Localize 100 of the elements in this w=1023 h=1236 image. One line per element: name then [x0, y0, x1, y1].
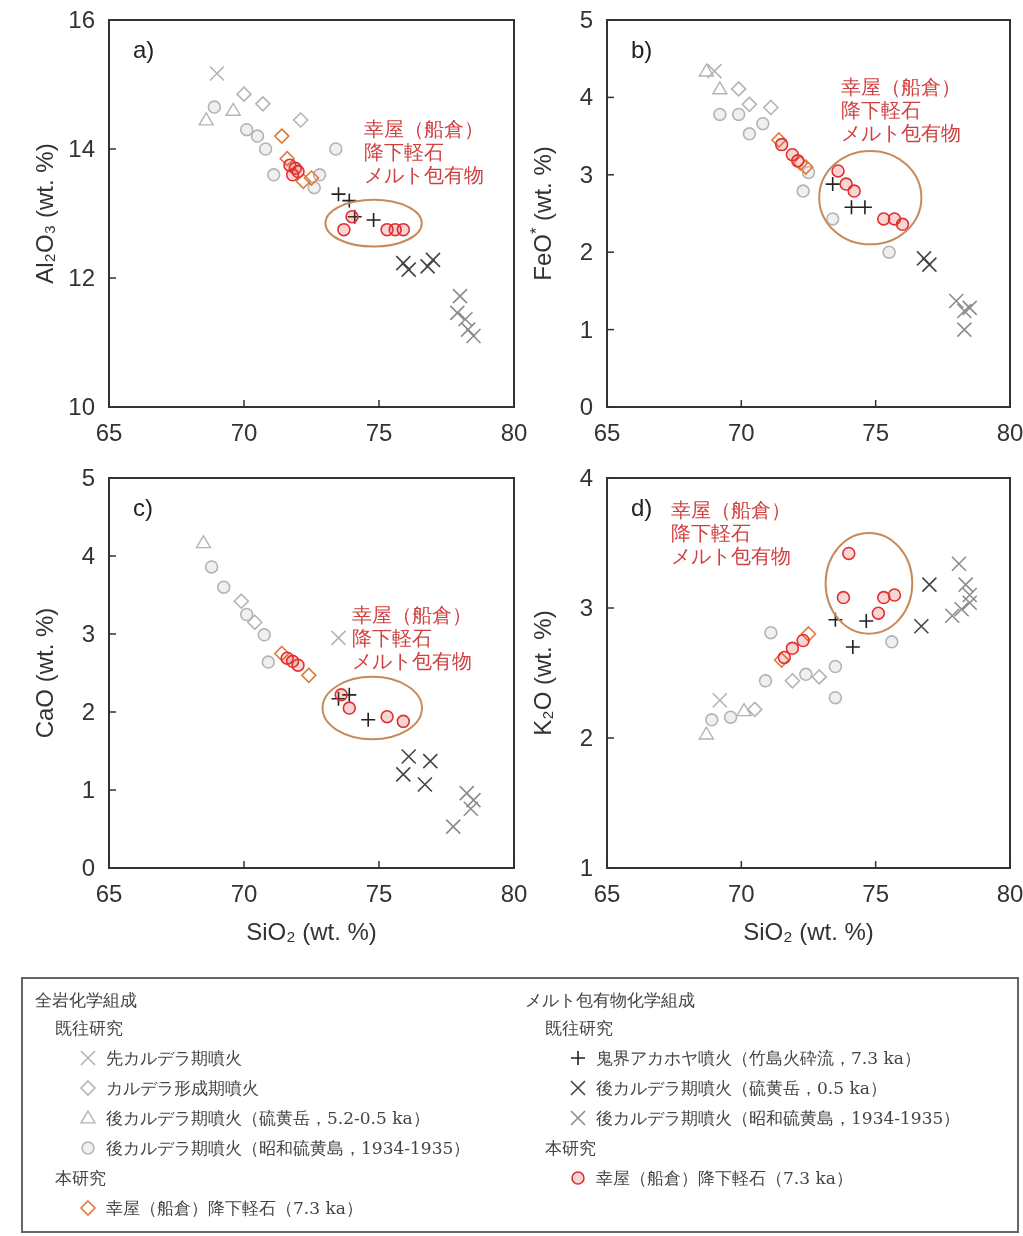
- point: [712, 81, 728, 95]
- point: [921, 256, 938, 273]
- x-tick-label: 75: [862, 880, 890, 907]
- x-tick-label: 80: [500, 419, 528, 446]
- point: [858, 613, 875, 629]
- point: [785, 641, 800, 656]
- point: [887, 588, 902, 602]
- point: [341, 192, 358, 209]
- point: [791, 154, 805, 168]
- x-tick-label: 80: [996, 419, 1023, 446]
- y-tick-label: 16: [68, 6, 95, 33]
- point: [330, 690, 347, 707]
- point: [346, 208, 363, 225]
- point: [452, 288, 468, 304]
- text: b): [631, 36, 653, 63]
- legend-label: 幸屋（船倉）降下軽石（7.3 ka）: [596, 1168, 853, 1188]
- point: [842, 546, 856, 561]
- annotation: メルト包有物: [352, 649, 472, 674]
- y-tick-label: 10: [68, 393, 95, 420]
- point: [798, 159, 814, 175]
- legend-label: 鬼界アカホヤ噴火（竹島火砕流，7.3 ka）: [596, 1048, 921, 1068]
- annotation: メルト包有物: [840, 120, 961, 145]
- point: [736, 703, 752, 717]
- point: [763, 99, 779, 116]
- y-tick-label: 4: [579, 83, 593, 111]
- point: [885, 635, 899, 649]
- point: [239, 607, 254, 622]
- point: [723, 710, 738, 724]
- y-tick-label: 12: [68, 264, 95, 291]
- point: [247, 614, 263, 631]
- annotation: 幸屋（船倉）: [840, 74, 961, 99]
- point: [839, 177, 853, 191]
- point: [764, 625, 778, 640]
- point: [400, 748, 417, 765]
- point: [274, 645, 290, 662]
- y-axis-title: CaO (wt. %): [31, 607, 58, 739]
- point: [956, 321, 973, 338]
- point: [395, 766, 412, 783]
- point: [307, 180, 321, 195]
- x-tick-label: 80: [996, 880, 1023, 907]
- point: [292, 112, 309, 128]
- annotation: メルト包有物: [671, 544, 792, 568]
- point: [845, 639, 861, 655]
- point: [828, 690, 843, 705]
- text: c): [133, 494, 153, 521]
- x-tick-label: 65: [95, 880, 123, 907]
- x-axis-title: SiO₂ (wt. %): [743, 918, 874, 945]
- point: [828, 659, 843, 674]
- point: [712, 692, 728, 709]
- y-tick-label: 5: [579, 6, 593, 33]
- point: [301, 667, 317, 684]
- x-tick-label: 65: [593, 419, 621, 446]
- text: 本研究: [55, 1168, 106, 1188]
- x-tick-label: 65: [593, 880, 621, 907]
- point: [876, 212, 891, 226]
- y-tick-label: 1: [81, 776, 95, 803]
- point: [295, 173, 312, 190]
- y-tick-label: 2: [81, 698, 95, 725]
- point: [836, 590, 851, 605]
- point: [337, 222, 351, 237]
- point: [756, 116, 770, 131]
- point: [825, 212, 840, 226]
- point: [916, 250, 932, 267]
- point: [236, 86, 252, 102]
- y-tick-label: 2: [579, 238, 593, 266]
- annotation: 降下軽石: [840, 97, 921, 122]
- point: [345, 209, 359, 224]
- point: [329, 142, 343, 156]
- point: [255, 96, 271, 112]
- point: [463, 800, 479, 817]
- y-tick-label: 0: [81, 854, 95, 881]
- x-tick-label: 75: [862, 419, 890, 446]
- annotation: メルト包有物: [364, 163, 485, 188]
- point: [257, 628, 271, 642]
- point: [871, 606, 886, 620]
- point: [266, 168, 281, 182]
- y-axis-title: K₂O (wt. %): [529, 610, 556, 736]
- y-tick-label: 3: [579, 160, 593, 188]
- point: [961, 587, 978, 603]
- point: [953, 601, 970, 618]
- point: [395, 255, 412, 271]
- x-tick-label: 75: [365, 880, 393, 907]
- point: [198, 112, 214, 126]
- y-tick-label: 3: [81, 620, 95, 647]
- point: [465, 328, 482, 344]
- annotation: 幸屋（船倉）: [352, 603, 472, 628]
- point: [961, 300, 978, 316]
- text: 既往研究: [55, 1018, 123, 1038]
- point: [261, 655, 276, 669]
- point: [882, 245, 896, 259]
- x-tick-label: 75: [365, 419, 393, 446]
- point: [239, 122, 254, 137]
- point: [341, 687, 358, 703]
- point: [698, 63, 715, 77]
- x-tick-label: 70: [727, 419, 755, 446]
- point: [225, 102, 241, 116]
- point: [758, 674, 773, 688]
- text: メルト包有物化学組成: [525, 990, 695, 1010]
- point: [217, 580, 231, 594]
- text: a): [133, 36, 155, 63]
